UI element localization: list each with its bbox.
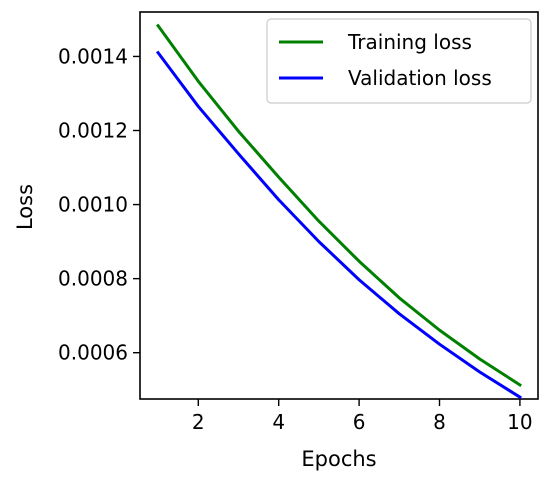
legend: Training loss Validation loss	[266, 18, 532, 104]
legend-label-training-loss: Training loss	[347, 30, 472, 54]
x-tick-label: 10	[507, 410, 532, 434]
legend-label-validation-loss: Validation loss	[348, 66, 492, 90]
x-axis-label: Epochs	[301, 447, 376, 471]
x-tick-label: 4	[272, 410, 285, 434]
series-line-validation-loss	[155, 50, 522, 400]
plot-area-border	[139, 11, 539, 400]
y-tick-label: 0.0008	[58, 267, 128, 291]
x-tick-label: 2	[192, 410, 205, 434]
x-axis-ticks: 2 4 6 8 10	[192, 399, 533, 434]
series-line-training-loss	[155, 23, 522, 388]
y-tick-label: 0.0006	[58, 341, 128, 365]
y-axis-ticks: 0.0006 0.0008 0.0010 0.0012 0.0014	[58, 44, 140, 365]
legend-box	[266, 18, 532, 104]
y-axis-label: Loss	[13, 184, 37, 230]
y-tick-label: 0.0010	[58, 193, 128, 217]
x-tick-label: 8	[433, 410, 446, 434]
y-tick-label: 0.0012	[58, 119, 128, 143]
y-tick-label: 0.0014	[58, 44, 128, 68]
series-lines	[155, 23, 522, 400]
x-tick-label: 6	[353, 410, 366, 434]
